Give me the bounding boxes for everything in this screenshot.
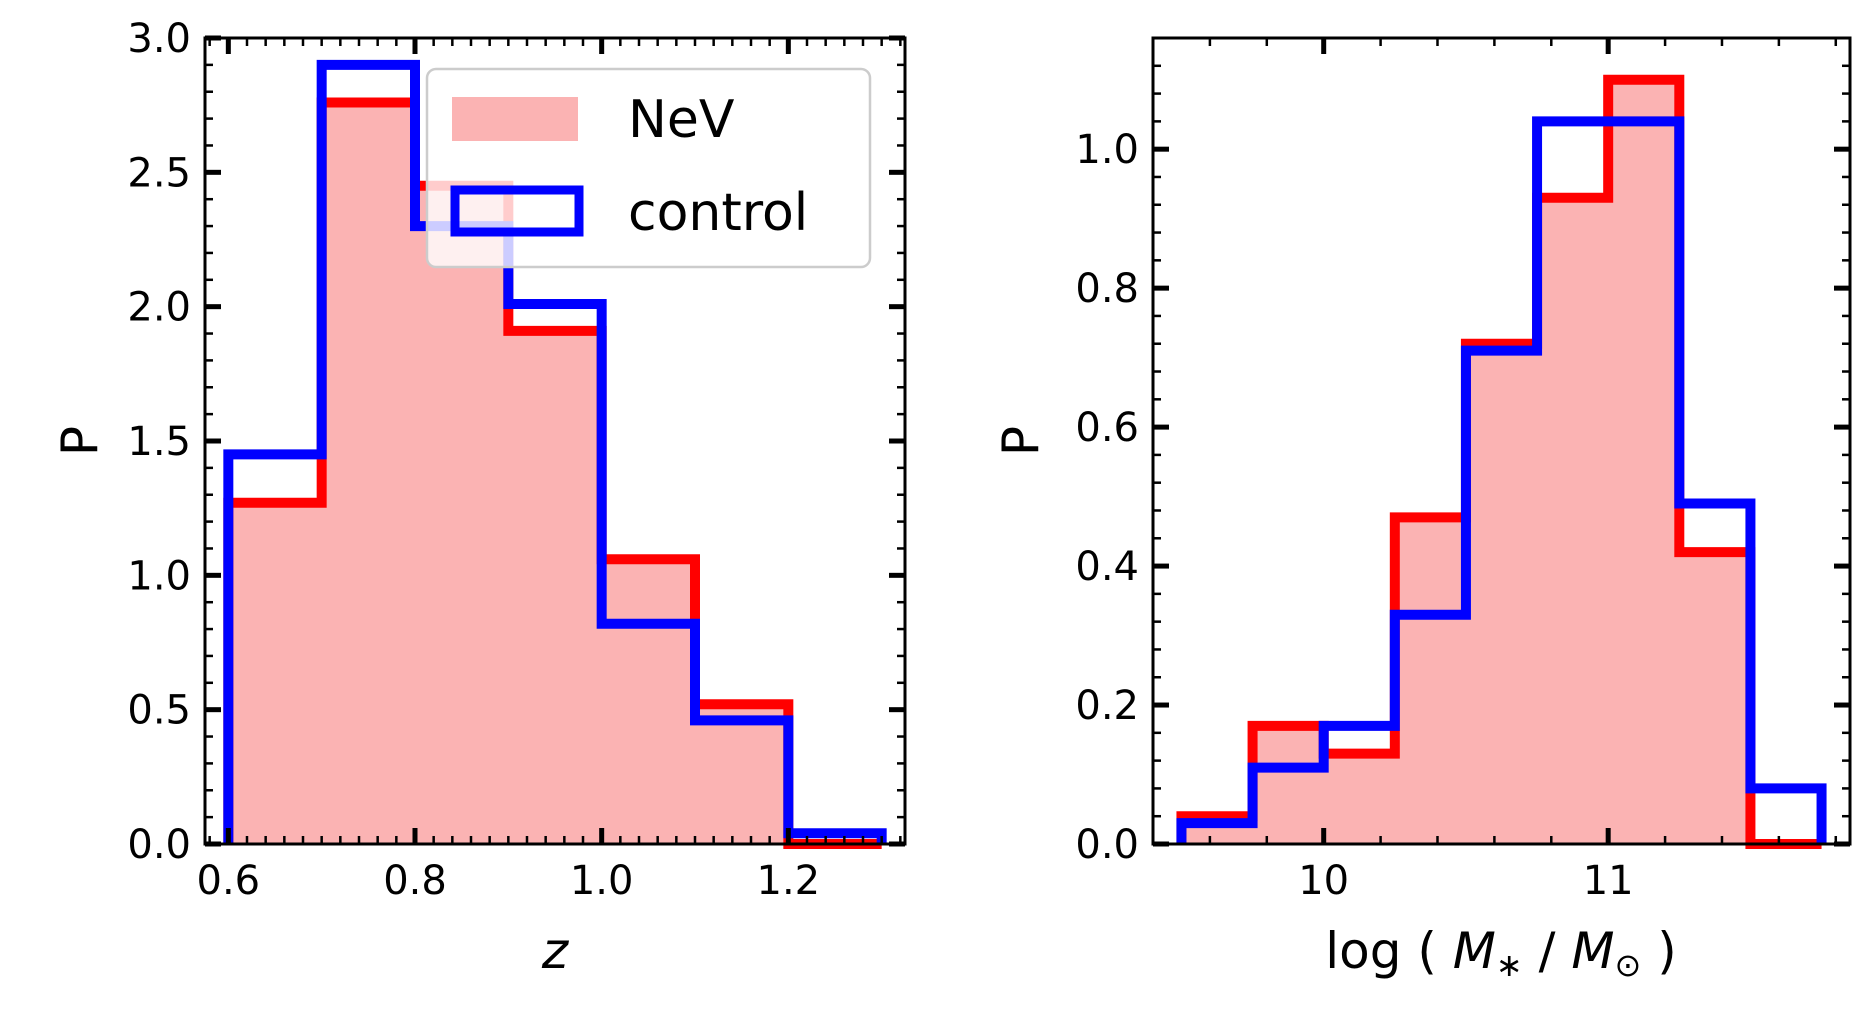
- z-x-tick-label: 0.6: [197, 858, 261, 904]
- z-x-axis-label: z: [541, 922, 570, 980]
- mass-nev-fill: [1181, 79, 1822, 845]
- mass-histogram-panel: 10 110.00.20.40.60.81.0 P log ( M∗ / M⊙ ): [992, 36, 1852, 984]
- mass-y-tick-label: 0.4: [1075, 544, 1139, 590]
- legend-label-nev: NeV: [628, 90, 735, 150]
- mass-control-step-line: [1176, 116, 1827, 844]
- z-y-tick-label: 0.0: [127, 822, 191, 868]
- mass-y-tick-label: 0.6: [1075, 405, 1139, 451]
- mass-x-tick-label: 10: [1298, 858, 1349, 904]
- mass-plot-frame: [1151, 36, 1852, 846]
- z-histogram-panel: 0.6 0.8 1.0 1.2 0.0 0.5 1.0 1.5 2.0 2.5 3.0 P z Ne…: [51, 16, 907, 980]
- z-y-tick-label: 1.0: [127, 553, 191, 599]
- z-control-step-line: [223, 59, 887, 844]
- legend-swatch-control: [450, 185, 584, 237]
- z-plot-frame: [203, 36, 907, 846]
- z-y-axis-label: P: [51, 426, 109, 456]
- mass-y-tick-label: 0.0: [1075, 822, 1139, 868]
- mass-y-tick-label: 1.0: [1075, 127, 1139, 173]
- mass-y-axis-label: P: [992, 426, 1050, 456]
- z-x-tick-label: 1.2: [757, 858, 821, 904]
- mass-y-tick-label: 0.8: [1075, 266, 1139, 312]
- z-x-tick-label: 0.8: [383, 858, 447, 904]
- mass-y-tick-label: 0.2: [1075, 683, 1139, 729]
- legend: NeV control: [425, 67, 872, 269]
- mass-x-tick-label: 11: [1583, 858, 1634, 904]
- z-y-tick-label: 0.5: [127, 688, 191, 734]
- legend-swatch-nev: [452, 97, 578, 141]
- z-y-tick-label: 2.5: [127, 150, 191, 196]
- mass-nev-step-line: [1176, 74, 1822, 849]
- z-x-tick-label: 1.0: [570, 858, 634, 904]
- z-y-tick-label: 3.0: [127, 16, 191, 62]
- z-nev-fill: [228, 102, 882, 845]
- z-y-tick-label: 2.0: [127, 285, 191, 331]
- legend-label-control: control: [628, 183, 808, 243]
- z-y-tick-label: 1.5: [127, 419, 191, 465]
